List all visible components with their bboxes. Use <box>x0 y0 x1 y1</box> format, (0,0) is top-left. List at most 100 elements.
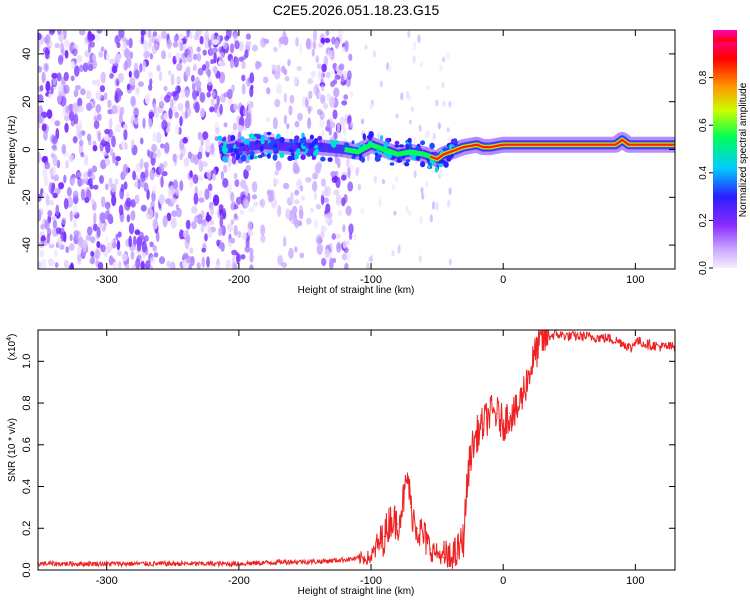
colorbar-tick-label: 0.0 <box>698 261 709 275</box>
noise-blob <box>350 122 354 129</box>
noise-blob <box>110 183 117 193</box>
spectrogram-noise <box>38 30 452 269</box>
noise-blob <box>111 242 117 249</box>
noise-blob <box>78 139 84 147</box>
noise-blob <box>432 132 436 141</box>
noise-blob <box>277 204 282 217</box>
signal-blob <box>240 154 247 162</box>
noise-blob <box>56 159 61 169</box>
noise-blob <box>342 123 347 136</box>
noise-blob <box>150 256 156 265</box>
noise-blob <box>210 59 215 65</box>
noise-blob <box>419 215 423 225</box>
noise-blob <box>244 245 251 253</box>
noise-blob <box>68 243 75 251</box>
noise-blob <box>437 122 441 130</box>
noise-blob <box>233 172 238 179</box>
noise-blob <box>393 210 397 216</box>
colorbar-top-cap <box>713 30 737 42</box>
noise-blob <box>196 262 201 269</box>
noise-blob <box>123 61 128 71</box>
noise-blob <box>122 123 128 131</box>
noise-blob <box>273 46 278 53</box>
snr-lines <box>38 330 675 569</box>
noise-blob <box>156 64 161 72</box>
noise-blob <box>48 182 54 194</box>
noise-blob <box>327 212 333 218</box>
noise-blob <box>133 107 139 118</box>
noise-blob <box>105 52 110 61</box>
noise-blob <box>327 49 333 59</box>
noise-blob <box>206 91 211 98</box>
noise-blob <box>64 39 70 48</box>
noise-blob <box>86 133 92 142</box>
noise-blob <box>128 37 133 49</box>
signal-blob <box>217 135 223 141</box>
noise-blob <box>57 54 64 65</box>
signal-blob <box>288 148 295 153</box>
signal-blob <box>300 154 306 160</box>
signal-blob <box>389 162 395 166</box>
noise-blob <box>104 235 109 245</box>
noise-blob <box>237 125 244 131</box>
noise-blob <box>218 204 224 210</box>
noise-blob <box>134 69 140 79</box>
noise-blob <box>80 152 85 158</box>
noise-blob <box>178 33 184 40</box>
snr-x-tick-label: -100 <box>360 575 382 587</box>
noise-blob <box>299 204 304 216</box>
colorbar-tick-label: 0.6 <box>698 118 709 132</box>
signal-blob <box>438 163 444 168</box>
signal-blob <box>431 161 436 165</box>
noise-blob <box>210 142 215 155</box>
noise-blob <box>239 116 245 127</box>
noise-blob <box>69 234 73 242</box>
noise-blob <box>294 164 300 174</box>
noise-blob <box>340 75 345 83</box>
noise-blob <box>85 90 92 100</box>
signal-blob <box>408 143 412 149</box>
noise-blob <box>189 178 194 188</box>
noise-blob <box>92 79 97 86</box>
noise-blob <box>204 188 210 200</box>
signal-blob <box>293 138 299 144</box>
noise-blob <box>305 177 312 183</box>
noise-blob <box>51 215 57 221</box>
noise-blob <box>41 111 48 119</box>
noise-blob <box>38 208 44 216</box>
noise-blob <box>209 106 215 113</box>
noise-blob <box>315 203 321 210</box>
noise-blob <box>310 70 316 79</box>
noise-blob <box>117 89 123 97</box>
spectrogram-x-tick-label: 100 <box>626 274 644 286</box>
noise-blob <box>182 57 187 64</box>
noise-blob <box>52 166 57 177</box>
signal-blob <box>414 146 420 150</box>
noise-blob <box>92 145 98 152</box>
signal-blob <box>394 144 400 148</box>
noise-blob <box>198 197 205 203</box>
snr-point <box>383 536 385 538</box>
signal-blob <box>222 146 228 154</box>
spectrogram-signal <box>212 131 675 173</box>
noise-blob <box>209 47 213 56</box>
noise-blob <box>228 157 232 168</box>
noise-blob <box>39 249 45 258</box>
noise-blob <box>267 191 273 203</box>
noise-blob <box>151 185 156 194</box>
snr-point <box>370 556 372 559</box>
snr-point <box>436 552 438 554</box>
noise-blob <box>161 30 167 40</box>
noise-blob <box>323 102 329 110</box>
noise-blob <box>192 174 199 184</box>
noise-blob <box>227 97 233 106</box>
noise-blob <box>426 84 430 91</box>
noise-blob <box>297 220 303 227</box>
noise-blob <box>431 164 435 174</box>
noise-blob <box>222 40 228 50</box>
noise-blob <box>174 125 180 135</box>
noise-blob <box>126 214 131 223</box>
noise-blob <box>312 180 318 192</box>
snr-point <box>496 412 498 415</box>
noise-blob <box>223 92 229 98</box>
